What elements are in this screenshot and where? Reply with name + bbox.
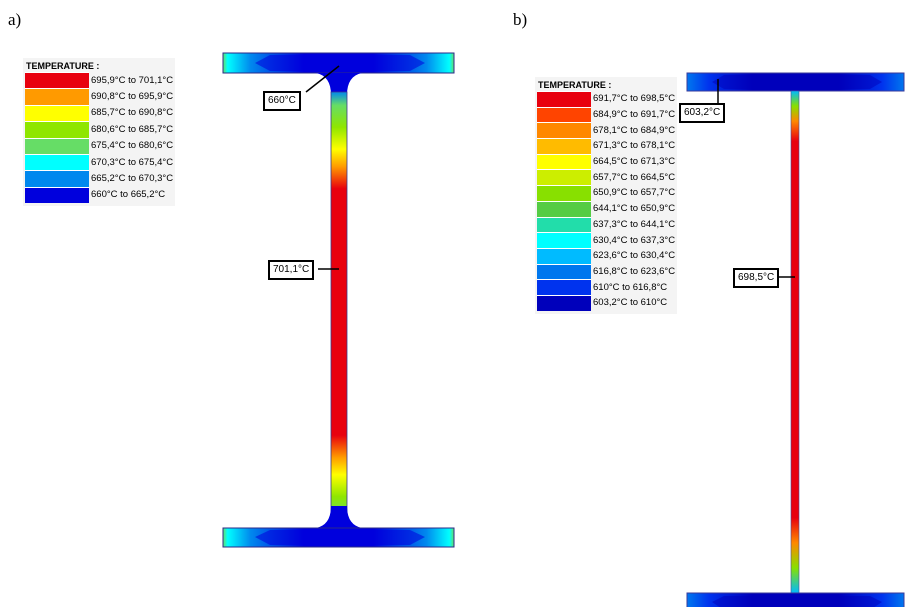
panel-a-label: a) [8,10,22,29]
beam-b [686,72,905,607]
legend-b-label: 623,6°C to 630,4°C [593,250,676,262]
legend-a-swatch [25,104,89,122]
legend-a-row: 680,6°C to 685,7°C [25,121,174,138]
legend-a-label: 690,8°C to 695,9°C [91,91,174,103]
legend-a-label: 660°C to 665,2°C [91,189,166,201]
legend-b-title: TEMPERATURE : [538,80,612,90]
legend-b-row: 637,3°C to 644,1°C [537,216,676,233]
legend-b-swatch [537,247,591,264]
legend-a-row: 675,4°C to 680,6°C [25,137,174,154]
legend-a-row: 690,8°C to 695,9°C [25,88,174,105]
legend-b-swatch [537,279,591,295]
legend-b-row: 630,4°C to 637,3°C [537,232,675,248]
legend-a-title: TEMPERATURE : [26,61,100,71]
legend-b-label: 657,7°C to 664,5°C [593,171,676,183]
legend-b-swatch [537,153,591,170]
legend-b-row: 678,1°C to 684,9°C [537,122,676,139]
legend-b-swatch [537,200,591,217]
legend-a-label: 695,9°C to 701,1°C [91,74,174,86]
legend-a-row: 685,7°C to 690,8°C [25,104,174,122]
legend-b-row: 650,9°C to 657,7°C [537,185,675,201]
legend-b-row: 671,3°C to 678,1°C [537,138,675,154]
legend-b-label: 691,7°C to 698,5°C [593,93,676,105]
legend-b-label: 637,3°C to 644,1°C [593,218,676,230]
legend-a: TEMPERATURE : 695,9°C to 701,1°C 690,8°C… [23,58,176,207]
legend-a-label: 680,6°C to 685,7°C [91,123,174,135]
legend-a-label: 685,7°C to 690,8°C [91,107,174,119]
legend-b-row: 603,2°C to 610°C [537,294,675,311]
legend-b-row: 644,1°C to 650,9°C [537,200,676,217]
legend-b-row: 616,8°C to 623,6°C [537,263,676,280]
legend-b-swatch [537,294,591,311]
legend-a-swatch [25,170,89,187]
legend-b-label: 644,1°C to 650,9°C [593,203,676,215]
legend-b-label: 630,4°C to 637,3°C [593,234,676,246]
legend-b-row: 623,6°C to 630,4°C [537,247,676,264]
panel-b-label: b) [513,10,528,29]
legend-b-label: 678,1°C to 684,9°C [593,124,676,136]
legend-a-swatch [25,88,89,105]
legend-a-swatch [25,186,89,204]
legend-b-swatch [537,169,591,186]
beam-b-web [790,90,800,594]
callout-a1-leader [305,65,340,93]
legend-a-swatch [25,72,89,89]
legend-a-row: 660°C to 665,2°C [25,186,173,204]
legend-b-label: 603,2°C to 610°C [593,297,668,309]
legend-a-swatch [25,121,89,138]
legend-b-label: 650,9°C to 657,7°C [593,187,676,199]
callout-b-web-temp: 698,5°C [733,268,780,288]
legend-b-swatch [537,138,591,154]
legend-b-label: 616,8°C to 623,6°C [593,265,676,277]
beam-b-bottom-flange-core [712,596,882,607]
legend-b-swatch [537,106,591,123]
legend-b-row: 684,9°C to 691,7°C [537,106,676,123]
legend-b-swatch [537,232,591,248]
legend-b-row: 610°C to 616,8°C [537,279,675,295]
legend-a-label: 670,3°C to 675,4°C [91,156,174,168]
beam-a-web [330,91,348,533]
legend-a-row: 670,3°C to 675,4°C [25,153,174,171]
legend-b-swatch [537,216,591,233]
legend-b-label: 684,9°C to 691,7°C [593,109,676,121]
legend-b-row: 657,7°C to 664,5°C [537,169,676,186]
beam-b-top-flange-core [712,75,882,89]
legend-a-row: 695,9°C to 701,1°C [25,72,174,89]
beam-a-top-root [316,73,362,95]
legend-b-row: 664,5°C to 671,3°C [537,153,676,170]
legend-b-row: 691,7°C to 698,5°C [537,91,675,107]
callout-a-web-temp: 701,1°C [268,260,315,280]
legend-a-row: 665,2°C to 670,3°C [25,170,174,187]
legend-a-label: 665,2°C to 670,3°C [91,173,174,185]
legend-a-swatch [25,137,89,154]
legend-b-swatch [537,263,591,280]
legend-b-label: 671,3°C to 678,1°C [593,140,676,152]
legend-b-label: 664,5°C to 671,3°C [593,156,676,168]
legend-a-label: 675,4°C to 680,6°C [91,140,174,152]
legend-b-swatch [537,185,591,201]
legend-a-swatch [25,153,89,171]
beam-a-bottom-flange-core [255,530,425,545]
callout-a-flange-temp: 660°C [263,91,301,111]
legend-b-swatch [537,91,591,107]
legend-b: TEMPERATURE : 691,7°C to 698,5°C 684,9°C… [535,77,678,314]
legend-b-swatch [537,122,591,139]
beam-a [222,52,455,548]
beam-a-top-flange-core [255,55,425,71]
beam-a-bottom-root [316,506,362,528]
callout-b-flange-temp: 603,2°C [679,103,726,123]
legend-b-label: 610°C to 616,8°C [593,281,668,293]
